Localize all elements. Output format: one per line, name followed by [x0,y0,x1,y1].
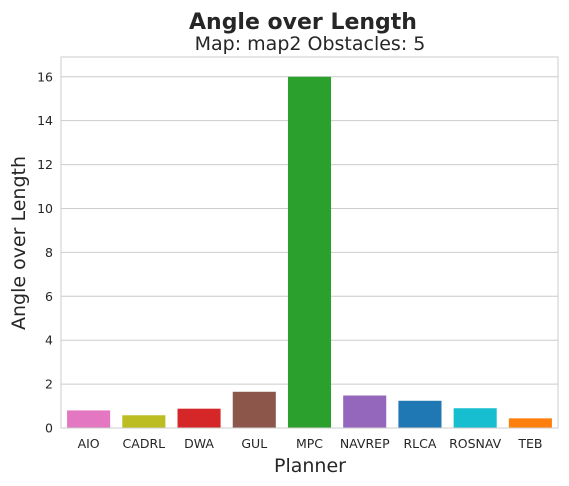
x-tick-labels: AIO CADRL DWA GUL MPC NAVREP RLCA ROSNAV TEB [78,436,543,451]
y-tick-labels: 0 2 4 6 8 10 12 14 16 [37,69,53,435]
bar-aio [67,410,111,428]
bar-mpc [287,76,332,429]
y-axis-label: Angle over Length [8,156,30,330]
x-tick-label: RLCA [403,436,436,451]
y-tick-label: 12 [37,157,53,172]
x-tick-label: MPC [296,436,323,451]
y-tick-label: 10 [37,201,53,216]
chart-title: Angle over Length [189,10,417,35]
bar-rlca [398,400,442,428]
y-tick-label: 4 [45,333,53,348]
bar-teb [508,418,552,428]
bars [67,76,552,429]
x-tick-label: TEB [517,436,542,451]
x-tick-label: DWA [184,436,214,451]
x-tick-label: ROSNAV [449,436,502,451]
y-tick-label: 0 [45,421,53,436]
x-tick-label: CADRL [123,436,166,451]
plot-frame [60,56,559,429]
x-axis-label: Planner [274,455,346,477]
x-tick-label: NAVREP [340,436,390,451]
y-tick-label: 8 [45,245,53,260]
y-tick-label: 16 [37,69,53,84]
bar-cadrl [122,415,166,428]
bar-rosnav [453,408,497,428]
bar-dwa [177,408,221,428]
bar-navrep [343,395,387,428]
x-tick-label: AIO [78,436,100,451]
y-tick-label: 2 [45,377,53,392]
chart-subtitle: Map: map2 Obstacles: 5 [195,33,426,55]
y-tick-label: 6 [45,289,53,304]
bar-gul [232,391,276,428]
y-tick-label: 14 [37,113,53,128]
x-tick-label: GUL [241,436,267,451]
